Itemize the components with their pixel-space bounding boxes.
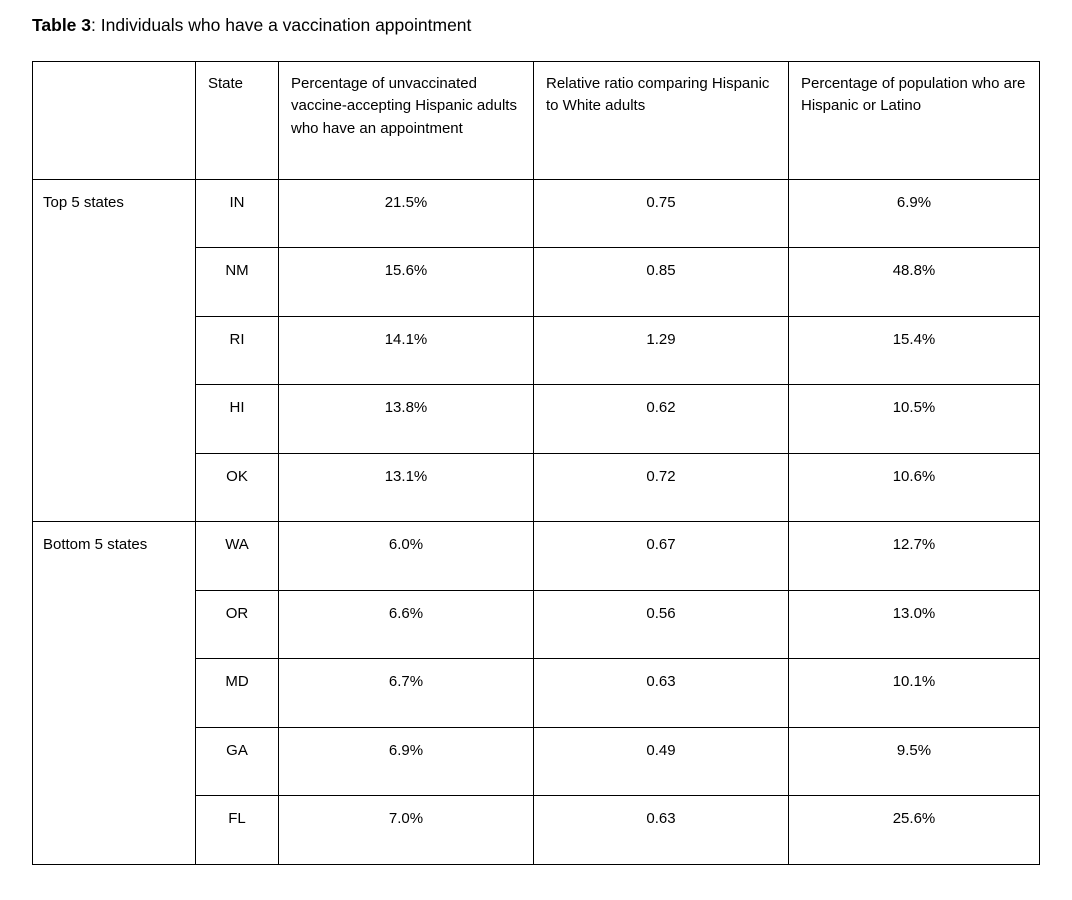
state-cell: GA [195, 726, 279, 797]
table-row: GA 6.9% 0.49 9.5% [33, 726, 1040, 797]
appointment-pct-cell: 13.8% [278, 384, 534, 454]
relative-ratio-cell: 0.56 [533, 589, 789, 660]
state-cell: OR [195, 589, 279, 660]
state-cell: IN [195, 178, 279, 249]
table-caption-text: : Individuals who have a vaccination app… [91, 15, 472, 35]
appointment-pct-cell: 6.0% [278, 521, 534, 591]
table-row: HI 13.8% 0.62 10.5% [33, 384, 1040, 454]
table-row: OK 13.1% 0.72 10.6% [33, 452, 1040, 523]
group-label-cell: Top 5 states [32, 178, 196, 523]
population-pct-cell: 10.1% [788, 658, 1040, 728]
state-cell: HI [195, 384, 279, 454]
population-pct-cell: 6.9% [788, 178, 1040, 249]
population-pct-cell: 15.4% [788, 315, 1040, 386]
state-cell: OK [195, 452, 279, 523]
relative-ratio-cell: 0.72 [533, 452, 789, 523]
relative-ratio-cell: 0.49 [533, 726, 789, 797]
table-row: MD 6.7% 0.63 10.1% [33, 658, 1040, 728]
state-cell: RI [195, 315, 279, 386]
appointment-pct-cell: 13.1% [278, 452, 534, 523]
header-relative-ratio: Relative ratio comparing Hispanic to Whi… [533, 60, 789, 180]
appointment-pct-cell: 6.9% [278, 726, 534, 797]
header-state: State [195, 60, 279, 180]
relative-ratio-cell: 0.63 [533, 795, 789, 865]
relative-ratio-cell: 0.75 [533, 178, 789, 249]
state-cell: MD [195, 658, 279, 728]
table-row: RI 14.1% 1.29 15.4% [33, 315, 1040, 386]
table-caption-label: Table 3 [32, 15, 92, 35]
population-pct-cell: 13.0% [788, 589, 1040, 660]
state-cell: FL [195, 795, 279, 865]
appointment-pct-cell: 7.0% [278, 795, 534, 865]
appointment-pct-cell: 14.1% [278, 315, 534, 386]
group-label-cell: Bottom 5 states [32, 521, 196, 865]
data-table: State Percentage of unvaccinated vaccine… [32, 60, 1040, 865]
state-cell: WA [195, 521, 279, 591]
population-pct-cell: 10.5% [788, 384, 1040, 454]
population-pct-cell: 25.6% [788, 795, 1040, 865]
relative-ratio-cell: 0.85 [533, 247, 789, 317]
relative-ratio-cell: 0.63 [533, 658, 789, 728]
table-row: NM 15.6% 0.85 48.8% [33, 247, 1040, 317]
table-row: Bottom 5 states WA 6.0% 0.67 12.7% [32, 521, 1040, 865]
appointment-pct-cell: 6.6% [278, 589, 534, 660]
relative-ratio-cell: 0.67 [533, 521, 789, 591]
table-row: OR 6.6% 0.56 13.0% [33, 589, 1040, 660]
population-pct-cell: 10.6% [788, 452, 1040, 523]
table-caption: Table 3: Individuals who have a vaccinat… [32, 14, 1040, 37]
population-pct-cell: 12.7% [788, 521, 1040, 591]
appointment-pct-cell: 15.6% [278, 247, 534, 317]
appointment-pct-cell: 21.5% [278, 178, 534, 249]
header-empty [32, 60, 196, 180]
header-pct-population: Percentage of population who are Hispani… [788, 60, 1040, 180]
table-row: Top 5 states IN 21.5% 0.75 6.9% [32, 178, 1040, 523]
relative-ratio-cell: 1.29 [533, 315, 789, 386]
population-pct-cell: 48.8% [788, 247, 1040, 317]
header-pct-appointment: Percentage of unvaccinated vaccine-accep… [278, 60, 534, 180]
header-row: State Percentage of unvaccinated vaccine… [32, 60, 1040, 180]
population-pct-cell: 9.5% [788, 726, 1040, 797]
relative-ratio-cell: 0.62 [533, 384, 789, 454]
state-cell: NM [195, 247, 279, 317]
appointment-pct-cell: 6.7% [278, 658, 534, 728]
table-row: FL 7.0% 0.63 25.6% [33, 795, 1040, 865]
